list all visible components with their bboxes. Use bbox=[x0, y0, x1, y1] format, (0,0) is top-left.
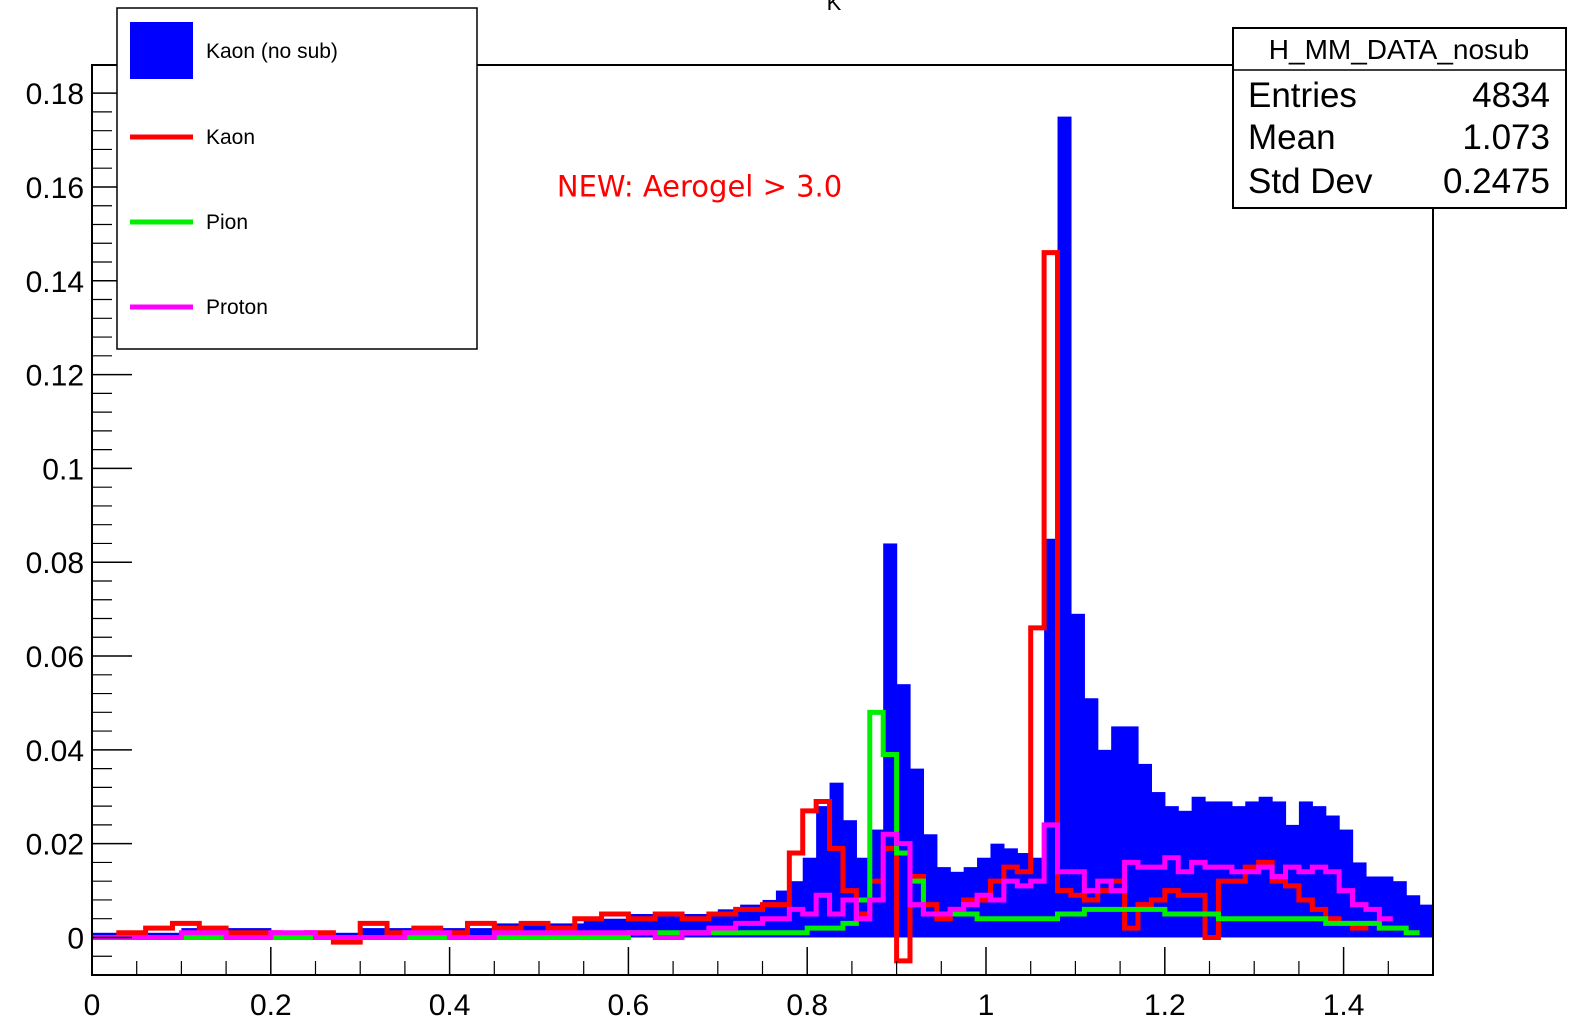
stats-mean-value: 1.073 bbox=[1462, 118, 1550, 157]
bar-kaon-nosub bbox=[842, 820, 857, 938]
legend-label-pion: Pion bbox=[206, 211, 248, 234]
legend: Kaon (no sub) Kaon Pion Proton bbox=[116, 7, 478, 350]
bar-kaon-nosub bbox=[829, 782, 844, 938]
y-tick-label: 0.02 bbox=[26, 829, 84, 862]
bar-kaon-nosub bbox=[802, 857, 817, 938]
bar-kaon-nosub bbox=[1272, 801, 1287, 938]
bar-kaon-nosub bbox=[883, 543, 898, 938]
bar-kaon-nosub bbox=[1191, 796, 1206, 938]
bar-kaon-nosub bbox=[990, 843, 1005, 938]
bar-kaon-nosub bbox=[910, 768, 925, 938]
bar-kaon-nosub bbox=[950, 871, 965, 938]
title-fragment: K bbox=[827, 0, 842, 15]
stats-stddev-label: Std Dev bbox=[1248, 162, 1373, 201]
stats-title: H_MM_DATA_nosub bbox=[1269, 34, 1529, 65]
aerogel-annotation: NEW: Aerogel > 3.0 bbox=[557, 169, 842, 203]
axes: 0 0.2 0.4 0.6 0.8 1 1.2 1.4 0 0.02 0.04 0.06 0.08 0.1… bbox=[26, 78, 1389, 1022]
bar-kaon-nosub bbox=[1137, 763, 1152, 938]
bar-kaon-nosub bbox=[816, 806, 831, 938]
series-line-kaon bbox=[92, 250, 1393, 964]
legend-label-kaon-nosub: Kaon (no sub) bbox=[206, 40, 338, 63]
stats-mean-label: Mean bbox=[1248, 118, 1336, 157]
bar-kaon-nosub bbox=[1419, 904, 1434, 938]
y-tick-label: 0.08 bbox=[26, 547, 84, 580]
bar-kaon-nosub bbox=[1312, 806, 1327, 938]
bar-kaon-nosub bbox=[449, 928, 495, 938]
bar-kaon-nosub bbox=[896, 684, 911, 938]
stats-stddev-value: 0.2475 bbox=[1443, 162, 1550, 201]
stats-entries-value: 4834 bbox=[1472, 76, 1550, 115]
stats-entries-label: Entries bbox=[1248, 76, 1357, 115]
x-tick-label: 0.2 bbox=[250, 989, 292, 1022]
x-tick-label: 1 bbox=[978, 989, 995, 1022]
y-tick-label: 0.1 bbox=[42, 453, 84, 486]
bar-kaon-nosub bbox=[1111, 726, 1126, 938]
plot-area bbox=[92, 116, 1434, 964]
legend-label-kaon: Kaon bbox=[206, 126, 255, 149]
y-tick-label: 0.04 bbox=[26, 735, 84, 768]
legend-swatch-kaon-nosub bbox=[130, 22, 193, 79]
series-line-proton bbox=[92, 822, 1393, 940]
stats-box: H_MM_DATA_nosub Entries 4834 Mean 1.073 … bbox=[1232, 27, 1567, 209]
y-tick-label: 0 bbox=[67, 922, 84, 955]
y-tick-label: 0.12 bbox=[26, 360, 84, 393]
bar-kaon-nosub bbox=[1070, 613, 1085, 938]
bar-kaon-nosub bbox=[1044, 538, 1059, 938]
stats-box-frame bbox=[1232, 27, 1567, 209]
y-tick-label: 0.14 bbox=[26, 266, 84, 299]
legend-label-proton: Proton bbox=[206, 296, 268, 319]
y-tick-label: 0.16 bbox=[26, 172, 84, 205]
bar-kaon-nosub bbox=[1339, 829, 1354, 938]
bar-kaon-nosub bbox=[1285, 824, 1300, 938]
bar-kaon-nosub bbox=[1164, 806, 1179, 938]
x-tick-label: 0 bbox=[84, 989, 101, 1022]
x-tick-label: 0.6 bbox=[608, 989, 650, 1022]
bar-kaon-nosub bbox=[1003, 848, 1018, 938]
bar-kaon-nosub bbox=[1379, 876, 1394, 938]
x-tick-label: 1.2 bbox=[1144, 989, 1186, 1022]
bar-kaon-nosub bbox=[1057, 116, 1072, 938]
bar-kaon-nosub bbox=[360, 928, 406, 938]
x-tick-label: 0.4 bbox=[429, 989, 471, 1022]
bar-kaon-nosub bbox=[1392, 881, 1407, 938]
bar-kaon-nosub bbox=[1352, 862, 1367, 938]
bar-kaon-nosub bbox=[1084, 698, 1099, 938]
bar-kaon-nosub bbox=[1406, 895, 1421, 938]
bar-kaon-nosub bbox=[1325, 815, 1340, 938]
y-tick-label: 0.18 bbox=[26, 78, 84, 111]
y-tick-label: 0.06 bbox=[26, 641, 84, 674]
x-tick-label: 1.4 bbox=[1323, 989, 1365, 1022]
x-tick-label: 0.8 bbox=[786, 989, 828, 1022]
bar-kaon-nosub bbox=[1124, 726, 1139, 938]
